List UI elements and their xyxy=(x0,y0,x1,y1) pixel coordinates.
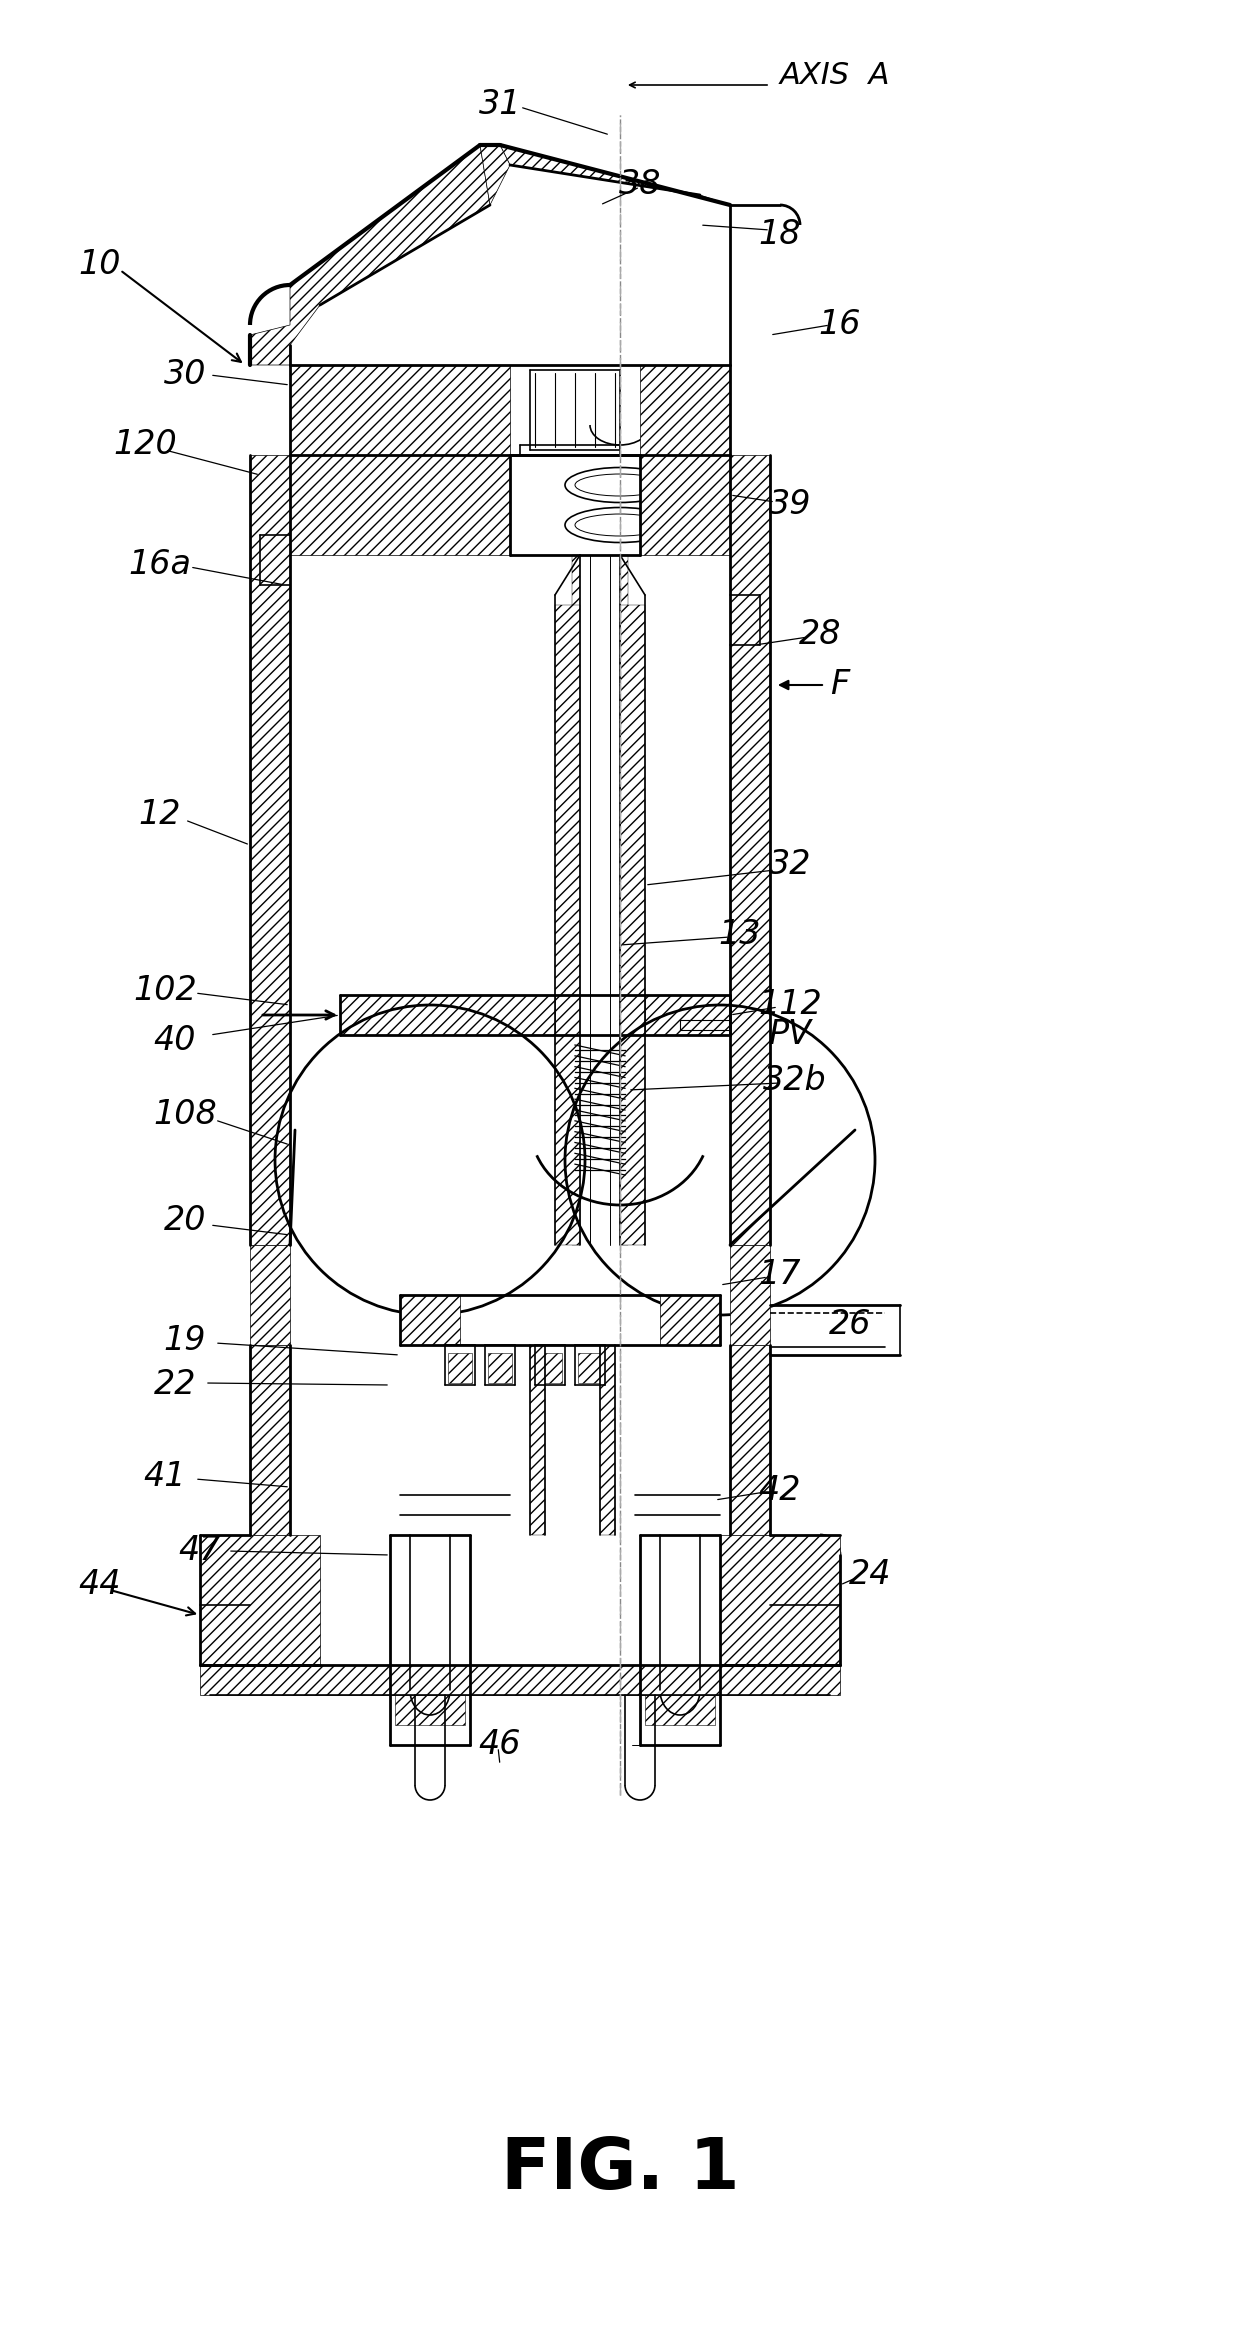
Text: 120: 120 xyxy=(113,429,177,462)
Text: 22: 22 xyxy=(154,1369,196,1402)
Bar xyxy=(200,1536,320,1665)
Bar xyxy=(448,1353,472,1384)
Bar xyxy=(645,994,730,1034)
Text: 46: 46 xyxy=(479,1728,521,1761)
Text: 102: 102 xyxy=(133,973,197,1006)
Bar xyxy=(556,605,580,1245)
Bar xyxy=(600,1346,615,1536)
Polygon shape xyxy=(500,145,730,204)
Text: 19: 19 xyxy=(164,1323,206,1355)
Text: 16a: 16a xyxy=(129,549,191,582)
Text: F: F xyxy=(831,668,849,701)
Text: 30: 30 xyxy=(164,359,206,392)
Bar xyxy=(290,366,510,455)
Ellipse shape xyxy=(575,514,665,537)
Bar xyxy=(250,1245,290,1346)
Bar xyxy=(620,556,627,1245)
Text: 10: 10 xyxy=(79,249,122,281)
Ellipse shape xyxy=(565,467,675,502)
Text: 41: 41 xyxy=(144,1461,186,1494)
Text: 38: 38 xyxy=(619,169,661,202)
Polygon shape xyxy=(250,145,490,366)
Bar xyxy=(730,1245,770,1346)
Bar xyxy=(489,1353,512,1384)
Bar xyxy=(250,455,290,1245)
Bar xyxy=(660,1294,720,1346)
Text: 31: 31 xyxy=(479,89,521,122)
Bar xyxy=(730,1346,770,1536)
Text: AXIS  A: AXIS A xyxy=(780,61,890,89)
Bar xyxy=(620,605,645,1245)
Text: 13: 13 xyxy=(719,919,761,952)
Text: 26: 26 xyxy=(828,1309,872,1341)
Text: FIG. 1: FIG. 1 xyxy=(501,2136,739,2204)
Text: 28: 28 xyxy=(799,619,841,652)
Bar xyxy=(538,1353,562,1384)
Bar xyxy=(529,1346,546,1536)
Text: 20: 20 xyxy=(164,1203,206,1236)
Text: 12: 12 xyxy=(139,800,181,832)
Text: 18: 18 xyxy=(759,218,801,251)
Text: 17: 17 xyxy=(759,1259,801,1292)
Ellipse shape xyxy=(565,507,675,542)
Text: 39: 39 xyxy=(769,488,811,521)
Bar xyxy=(730,455,770,1245)
Bar xyxy=(396,1674,465,1726)
Text: 32: 32 xyxy=(769,849,811,882)
Text: 108: 108 xyxy=(153,1097,217,1133)
Bar xyxy=(640,366,730,455)
Text: 24: 24 xyxy=(848,1559,892,1592)
Bar xyxy=(290,455,510,556)
Text: 32b: 32b xyxy=(763,1065,827,1097)
Bar xyxy=(401,1294,460,1346)
Bar xyxy=(572,556,580,1245)
Bar xyxy=(340,994,556,1034)
Bar xyxy=(578,1353,601,1384)
Text: PV: PV xyxy=(769,1018,811,1051)
Ellipse shape xyxy=(575,474,665,497)
Bar xyxy=(645,1674,715,1726)
Text: 16: 16 xyxy=(818,310,862,342)
Bar xyxy=(200,1665,839,1695)
Text: 44: 44 xyxy=(79,1569,122,1602)
Polygon shape xyxy=(480,145,510,204)
Text: 40: 40 xyxy=(154,1022,196,1058)
Bar xyxy=(250,1346,290,1536)
Bar xyxy=(640,455,730,556)
Bar xyxy=(720,1536,839,1665)
Text: 42: 42 xyxy=(759,1473,801,1505)
Text: 112: 112 xyxy=(758,990,822,1022)
Text: 47: 47 xyxy=(179,1534,221,1566)
